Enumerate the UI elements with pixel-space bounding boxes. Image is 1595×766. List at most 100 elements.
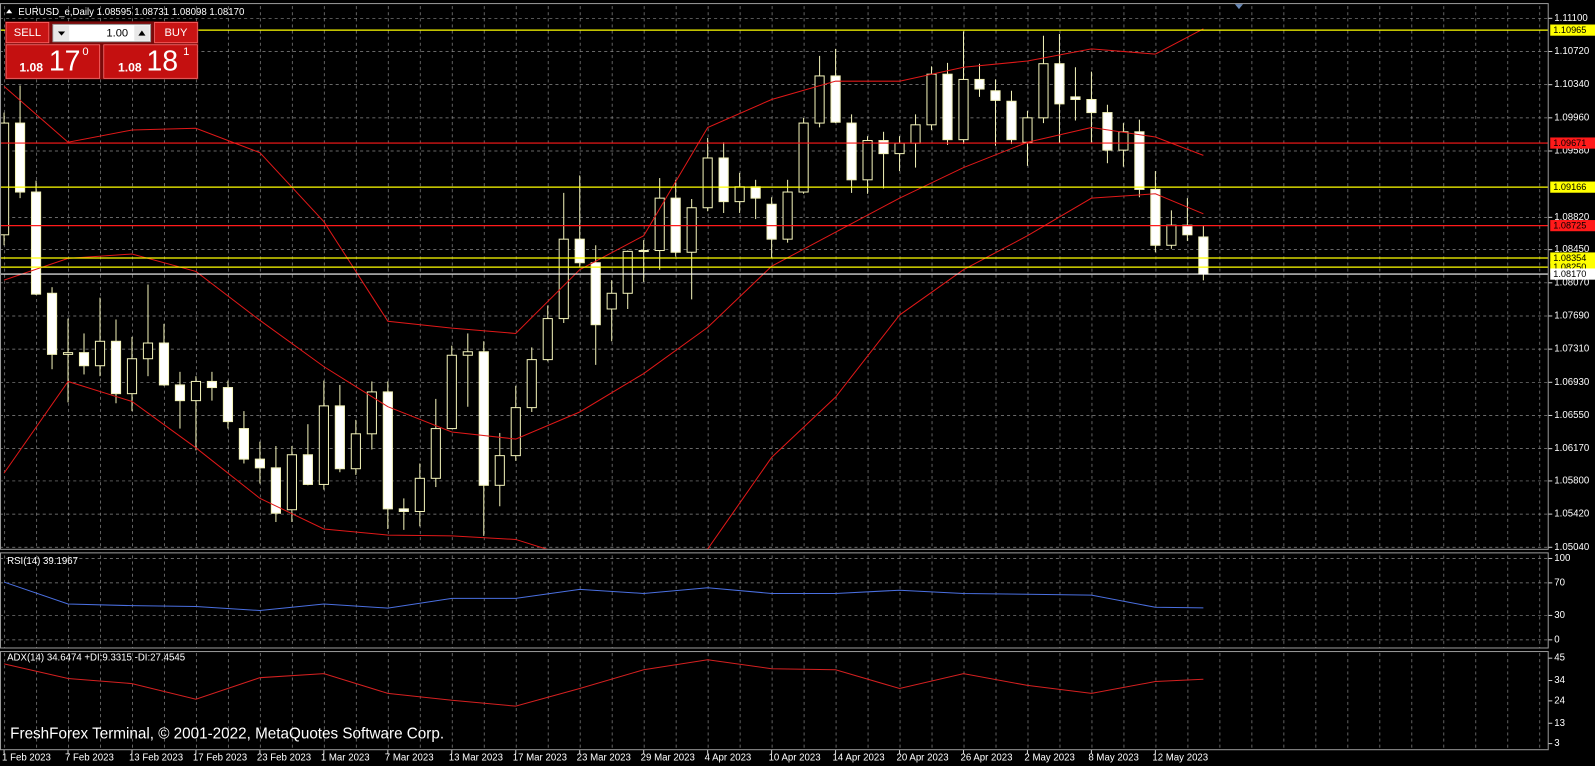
sell-price-box[interactable] <box>5 44 101 79</box>
candle-body <box>0 122 10 236</box>
collapse-icon[interactable] <box>6 9 13 14</box>
plot-area <box>0 28 1549 550</box>
candle-body <box>478 351 489 486</box>
candle-body <box>366 391 377 435</box>
sell-label: SELL <box>14 27 41 39</box>
candle-body <box>782 191 793 240</box>
y-tick-label: 1.06170 <box>1554 443 1589 454</box>
candle-body <box>286 454 297 511</box>
main-panel-frame <box>0 3 1549 550</box>
indicator-line <box>3 581 1204 612</box>
sell-button[interactable] <box>5 21 50 44</box>
candle-body <box>814 75 825 124</box>
y-tick-label: 1.06930 <box>1554 377 1589 388</box>
candle-body <box>542 318 553 361</box>
candle-body <box>190 380 202 402</box>
candle-body <box>78 352 90 367</box>
candle-body <box>1150 188 1161 246</box>
candle-body <box>1006 100 1017 141</box>
buy-button[interactable] <box>154 21 198 44</box>
sell-price-big: 17 <box>49 46 81 78</box>
candle-body <box>686 207 697 253</box>
y-tick-label: 24 <box>1554 695 1565 706</box>
price-level-tag <box>1550 261 1595 273</box>
price-level-label: 1.08250 <box>1553 262 1586 272</box>
panel-title: ADX(14) 34.6474 +DI:9.3315 -DI:27.4545 <box>7 653 185 664</box>
candle-body <box>942 73 953 141</box>
x-tick-label: 1 Feb 2023 <box>2 752 51 763</box>
price-level-tag <box>1550 137 1595 149</box>
indicator-line <box>3 659 1204 707</box>
candle-body <box>174 384 186 402</box>
y-tick-label: 100 <box>1554 553 1570 564</box>
candle-body <box>894 142 905 155</box>
lot-down-icon <box>57 31 66 36</box>
candle-body <box>766 203 777 240</box>
price-level-tag <box>1550 220 1595 232</box>
y-tick-label: 0 <box>1554 634 1559 645</box>
candle-body <box>1102 112 1113 151</box>
y-tick-label: 13 <box>1554 718 1565 729</box>
y-tick-label: 1.05420 <box>1554 509 1589 520</box>
y-tick-label: 45 <box>1554 653 1565 664</box>
adx-panel-frame <box>0 651 1549 751</box>
x-tick-label: 4 Apr 2023 <box>705 752 752 763</box>
x-tick-label: 23 Mar 2023 <box>577 752 631 763</box>
plot-area <box>3 659 1204 707</box>
candle-body <box>910 124 921 144</box>
candle-body <box>1070 96 1081 101</box>
candle-body <box>590 262 601 326</box>
candle-body <box>238 428 250 460</box>
candle-body <box>110 340 122 395</box>
price-level-tag <box>1550 268 1595 280</box>
candle-body <box>1038 63 1049 119</box>
candle-body <box>14 122 26 193</box>
buy-price-box[interactable] <box>103 44 198 79</box>
vertical-grid <box>0 3 1549 550</box>
x-tick-label: 7 Mar 2023 <box>385 752 434 763</box>
trade-panel: SELL 1.00 BUY 1.08 17 0 1.08 18 1 <box>5 21 199 80</box>
y-tick-label: 1.07310 <box>1554 344 1589 355</box>
candle-body <box>494 455 505 486</box>
candle-body <box>926 73 937 126</box>
plot-area <box>3 581 1204 612</box>
vertical-grid <box>0 651 1549 750</box>
buy-price-big: 18 <box>146 46 178 78</box>
y-tick-label: 1.05040 <box>1554 542 1589 553</box>
candle-body <box>606 292 617 310</box>
y-tick-label: 1.09580 <box>1554 146 1589 157</box>
candle-body <box>46 292 58 355</box>
panel-title: EURUSD_e,Daily 1.08595 1.08731 1.08098 1… <box>18 7 244 18</box>
candle-body <box>574 238 585 264</box>
y-tick-label: 1.09960 <box>1554 112 1589 123</box>
candle-body <box>350 433 361 470</box>
candle-body <box>846 122 857 181</box>
candle-body <box>734 186 745 203</box>
candle-body <box>990 90 1001 101</box>
candle-body <box>718 157 729 203</box>
candle-body <box>526 359 537 409</box>
price-level-label: 1.09166 <box>1553 182 1586 192</box>
candle-body <box>142 342 154 360</box>
candle-body <box>510 407 521 457</box>
candle-body <box>430 428 441 479</box>
candle-body <box>158 342 170 386</box>
y-tick-label: 34 <box>1554 675 1565 686</box>
lot-field[interactable] <box>52 23 152 43</box>
band-middle <box>3 126 1204 440</box>
x-tick-label: 1 Mar 2023 <box>321 752 370 763</box>
panel-title: RSI(14) 39.1967 <box>7 556 78 567</box>
candle-body <box>974 78 985 90</box>
shift-marker <box>1234 4 1244 10</box>
lot-value: 1.00 <box>106 28 128 40</box>
candle-body <box>446 354 457 430</box>
y-tick-label: 1.11100 <box>1554 13 1587 24</box>
vertical-grid <box>0 552 1549 648</box>
y-tick-label: 3 <box>1554 738 1559 749</box>
y-tick-label: 1.08450 <box>1554 244 1589 255</box>
candle-body <box>1166 224 1177 246</box>
x-tick-label: 26 Apr 2023 <box>960 752 1012 763</box>
candle-body <box>254 458 266 469</box>
